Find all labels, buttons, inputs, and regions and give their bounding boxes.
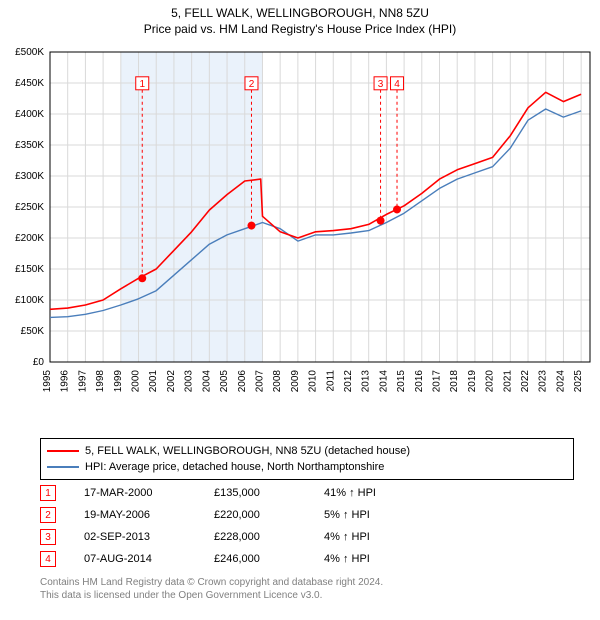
table-row: 1 17-MAR-2000 £135,000 41% ↑ HPI [40, 482, 424, 504]
svg-text:£350K: £350K [15, 140, 44, 151]
footer-line-1: Contains HM Land Registry data © Crown c… [40, 576, 383, 589]
svg-text:2009: 2009 [290, 370, 301, 393]
svg-text:2017: 2017 [432, 370, 443, 393]
svg-text:£450K: £450K [15, 78, 44, 89]
tx-price: £228,000 [214, 531, 324, 543]
tx-marker-box: 1 [40, 485, 56, 501]
chart-area: £0 £50K £100K £150K £200K £250K £300K £350K £400… [0, 42, 600, 422]
footer-line-2: This data is licensed under the Open Gov… [40, 589, 383, 602]
svg-text:2008: 2008 [272, 370, 283, 393]
table-row: 2 19-MAY-2006 £220,000 5% ↑ HPI [40, 504, 424, 526]
tx-price: £220,000 [214, 509, 324, 521]
svg-text:2023: 2023 [538, 370, 549, 393]
svg-text:2013: 2013 [361, 370, 372, 393]
svg-text:£400K: £400K [15, 109, 44, 120]
tx-price: £135,000 [214, 487, 324, 499]
svg-text:3: 3 [378, 79, 384, 90]
tx-date: 02-SEP-2013 [84, 531, 214, 543]
legend-box: 5, FELL WALK, WELLINGBOROUGH, NN8 5ZU (d… [40, 438, 574, 480]
svg-text:£300K: £300K [15, 171, 44, 182]
svg-text:2014: 2014 [378, 370, 389, 393]
tx-marker-box: 4 [40, 551, 56, 567]
svg-text:2019: 2019 [467, 370, 478, 393]
svg-text:2025: 2025 [573, 370, 584, 393]
table-row: 3 02-SEP-2013 £228,000 4% ↑ HPI [40, 526, 424, 548]
svg-text:2021: 2021 [502, 370, 513, 393]
tx-marker-box: 2 [40, 507, 56, 523]
svg-text:1: 1 [139, 79, 145, 90]
tx-date: 19-MAY-2006 [84, 509, 214, 521]
svg-text:2002: 2002 [166, 370, 177, 393]
page-container: 5, FELL WALK, WELLINGBOROUGH, NN8 5ZU Pr… [0, 0, 600, 620]
svg-text:1997: 1997 [77, 370, 88, 393]
chart-svg: £0 £50K £100K £150K £200K £250K £300K £350K £400… [0, 42, 600, 422]
svg-text:2010: 2010 [308, 370, 319, 393]
title-block: 5, FELL WALK, WELLINGBOROUGH, NN8 5ZU Pr… [0, 0, 600, 36]
tx-pct: 41% ↑ HPI [324, 487, 424, 499]
svg-text:1999: 1999 [113, 370, 124, 393]
title-line-1: 5, FELL WALK, WELLINGBOROUGH, NN8 5ZU [0, 6, 600, 20]
svg-text:£500K: £500K [15, 47, 44, 58]
svg-text:2022: 2022 [520, 370, 531, 393]
legend-label: 5, FELL WALK, WELLINGBOROUGH, NN8 5ZU (d… [85, 445, 410, 457]
svg-text:2007: 2007 [254, 370, 265, 393]
tx-pct: 5% ↑ HPI [324, 509, 424, 521]
footer-attribution: Contains HM Land Registry data © Crown c… [40, 576, 383, 602]
tx-price: £246,000 [214, 553, 324, 565]
svg-text:1998: 1998 [95, 370, 106, 393]
svg-text:1995: 1995 [42, 370, 53, 393]
svg-text:2001: 2001 [148, 370, 159, 393]
svg-text:4: 4 [394, 79, 400, 90]
legend-row: HPI: Average price, detached house, Nort… [47, 459, 567, 475]
tx-pct: 4% ↑ HPI [324, 553, 424, 565]
svg-text:2016: 2016 [414, 370, 425, 393]
legend-label: HPI: Average price, detached house, Nort… [85, 461, 384, 473]
svg-text:2018: 2018 [449, 370, 460, 393]
svg-text:2004: 2004 [201, 370, 212, 393]
svg-text:2003: 2003 [184, 370, 195, 393]
svg-text:£250K: £250K [15, 202, 44, 213]
svg-text:£150K: £150K [15, 264, 44, 275]
svg-text:2000: 2000 [131, 370, 142, 393]
svg-text:2005: 2005 [219, 370, 230, 393]
svg-text:2015: 2015 [396, 370, 407, 393]
svg-text:£100K: £100K [15, 295, 44, 306]
svg-text:2012: 2012 [343, 370, 354, 393]
tx-pct: 4% ↑ HPI [324, 531, 424, 543]
transaction-table: 1 17-MAR-2000 £135,000 41% ↑ HPI 2 19-MA… [40, 482, 424, 570]
svg-text:1996: 1996 [60, 370, 71, 393]
legend-swatch-blue [47, 466, 79, 467]
svg-text:2020: 2020 [485, 370, 496, 393]
svg-text:2011: 2011 [325, 370, 336, 392]
tx-marker-box: 3 [40, 529, 56, 545]
svg-text:2: 2 [249, 79, 255, 90]
table-row: 4 07-AUG-2014 £246,000 4% ↑ HPI [40, 548, 424, 570]
title-line-2: Price paid vs. HM Land Registry's House … [0, 22, 600, 36]
tx-date: 07-AUG-2014 [84, 553, 214, 565]
svg-text:£50K: £50K [21, 326, 45, 337]
svg-text:£0: £0 [33, 357, 45, 368]
legend-swatch-red [47, 450, 79, 452]
tx-date: 17-MAR-2000 [84, 487, 214, 499]
svg-text:£200K: £200K [15, 233, 44, 244]
svg-text:2024: 2024 [555, 370, 566, 393]
svg-text:2006: 2006 [237, 370, 248, 393]
legend-row: 5, FELL WALK, WELLINGBOROUGH, NN8 5ZU (d… [47, 443, 567, 459]
